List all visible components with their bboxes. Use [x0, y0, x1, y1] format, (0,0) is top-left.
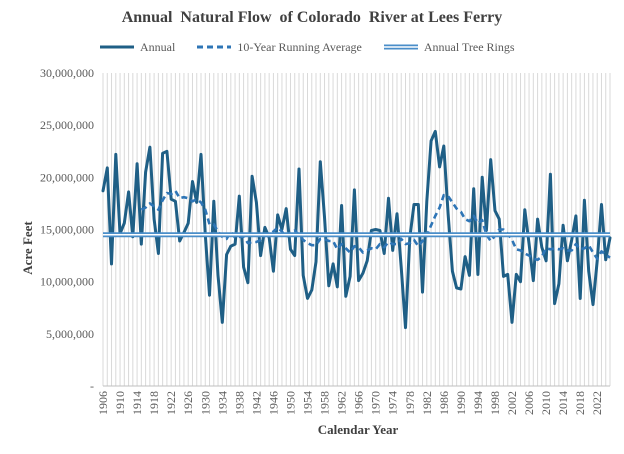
legend-label-running-average: 10-Year Running Average	[237, 39, 362, 54]
x-tick-label: 1950	[283, 391, 297, 415]
x-tick-label: 1918	[147, 391, 161, 415]
x-tick-label: 1938	[232, 391, 246, 415]
axes: - 5,000,000 10,000,000 15,000,000 20,000,000…	[40, 66, 610, 415]
y-tick-label: 30,000,000	[40, 66, 94, 80]
x-tick-label: 1978	[403, 391, 417, 415]
x-tick-label: 1970	[369, 391, 383, 415]
x-tick-label: 1990	[454, 391, 468, 415]
x-tick-label: 1986	[437, 391, 451, 415]
x-tick-label: 1946	[266, 391, 280, 415]
legend-item-tree-rings: Annual Tree Rings	[383, 39, 515, 55]
x-tick-label: 1914	[130, 391, 144, 415]
legend: Annual 10-Year Running Average Annual Tr…	[100, 38, 537, 56]
y-axis-label: Acre Feet	[20, 221, 35, 275]
x-tick-label: 1958	[318, 391, 332, 415]
legend-item-annual: Annual	[100, 40, 175, 55]
legend-label-annual: Annual	[140, 39, 176, 54]
y-tick-label: -	[90, 379, 94, 393]
legend-swatch-annual	[100, 45, 134, 49]
x-tick-label: 2018	[573, 391, 587, 415]
y-tick-label: 15,000,000	[40, 223, 94, 237]
x-tick-label: 1998	[488, 391, 502, 415]
x-tick-label: 1934	[215, 391, 229, 415]
x-tick-label: 1962	[335, 391, 349, 415]
x-tick-label: 1994	[471, 391, 485, 415]
legend-swatch-running-average	[197, 45, 232, 49]
series	[101, 129, 612, 330]
chart-title: Annual Natural Flow of Colorado River at…	[121, 9, 503, 26]
x-tick-label: 1982	[420, 391, 434, 415]
grid-lines	[102, 73, 611, 386]
y-tick-label: 5,000,000	[46, 327, 94, 341]
x-tick-label: 2010	[539, 391, 553, 415]
x-tick-label: 2006	[522, 391, 536, 415]
x-tick-label: 2002	[505, 391, 519, 415]
x-tick-label: 1930	[198, 391, 212, 415]
x-tick-label: 1942	[249, 391, 263, 415]
legend-swatch-tree-rings	[383, 44, 418, 50]
y-tick-label: 20,000,000	[40, 170, 94, 184]
x-tick-label: 1906	[96, 391, 110, 415]
y-tick-label: 25,000,000	[40, 118, 94, 132]
x-tick-label: 1966	[352, 391, 366, 415]
series-annual-line	[101, 129, 612, 330]
x-tick-label: 2014	[556, 391, 570, 415]
y-tick-label: 10,000,000	[40, 275, 94, 289]
x-axis-label: Calendar Year	[318, 422, 399, 437]
x-tick-label: 1974	[386, 391, 400, 415]
x-tick-label: 1910	[113, 391, 127, 415]
x-tick-label: 1922	[164, 391, 178, 415]
x-tick-label: 1926	[181, 391, 195, 415]
legend-label-tree-rings: Annual Tree Rings	[423, 39, 515, 54]
x-tick-label: 2022	[590, 391, 604, 415]
legend-item-running-average: 10-Year Running Average	[197, 40, 362, 55]
x-tick-label: 1954	[301, 391, 315, 415]
